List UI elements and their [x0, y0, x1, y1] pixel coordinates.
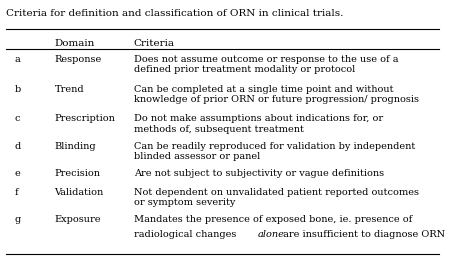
Text: f: f	[15, 188, 18, 197]
Text: a: a	[15, 55, 20, 64]
Text: b: b	[15, 85, 21, 94]
Text: are insufficient to diagnose ORN: are insufficient to diagnose ORN	[280, 230, 445, 239]
Text: Can be completed at a single time point and without
knowledge of prior ORN or fu: Can be completed at a single time point …	[134, 85, 419, 104]
Text: Can be readily reproduced for validation by independent
blinded assessor or pane: Can be readily reproduced for validation…	[134, 142, 415, 161]
Text: g: g	[15, 215, 21, 224]
Text: e: e	[15, 169, 20, 178]
Text: Domain: Domain	[55, 39, 95, 48]
Text: alone: alone	[257, 230, 284, 239]
Text: Precision: Precision	[55, 169, 100, 178]
Text: c: c	[15, 115, 20, 123]
Text: Response: Response	[55, 55, 101, 64]
Text: Exposure: Exposure	[55, 215, 101, 224]
Text: Do not make assumptions about indications for, or
methods of, subsequent treatme: Do not make assumptions about indication…	[134, 115, 383, 134]
Text: Validation: Validation	[55, 188, 104, 197]
Text: Are not subject to subjectivity or vague definitions: Are not subject to subjectivity or vague…	[134, 169, 384, 178]
Text: Criteria for definition and classification of ORN in clinical trials.: Criteria for definition and classificati…	[6, 9, 343, 18]
Text: Does not assume outcome or response to the use of a
defined prior treatment moda: Does not assume outcome or response to t…	[134, 55, 398, 74]
Text: Prescription: Prescription	[55, 115, 115, 123]
Text: Mandates the presence of exposed bone, ie. presence of: Mandates the presence of exposed bone, i…	[134, 215, 412, 224]
Text: Blinding: Blinding	[55, 142, 96, 151]
Text: Trend: Trend	[55, 85, 84, 94]
Text: d: d	[15, 142, 21, 151]
Text: Not dependent on unvalidated patient reported outcomes
or symptom severity: Not dependent on unvalidated patient rep…	[134, 188, 419, 207]
Text: radiological changes: radiological changes	[134, 230, 239, 239]
Text: Criteria: Criteria	[134, 39, 175, 48]
